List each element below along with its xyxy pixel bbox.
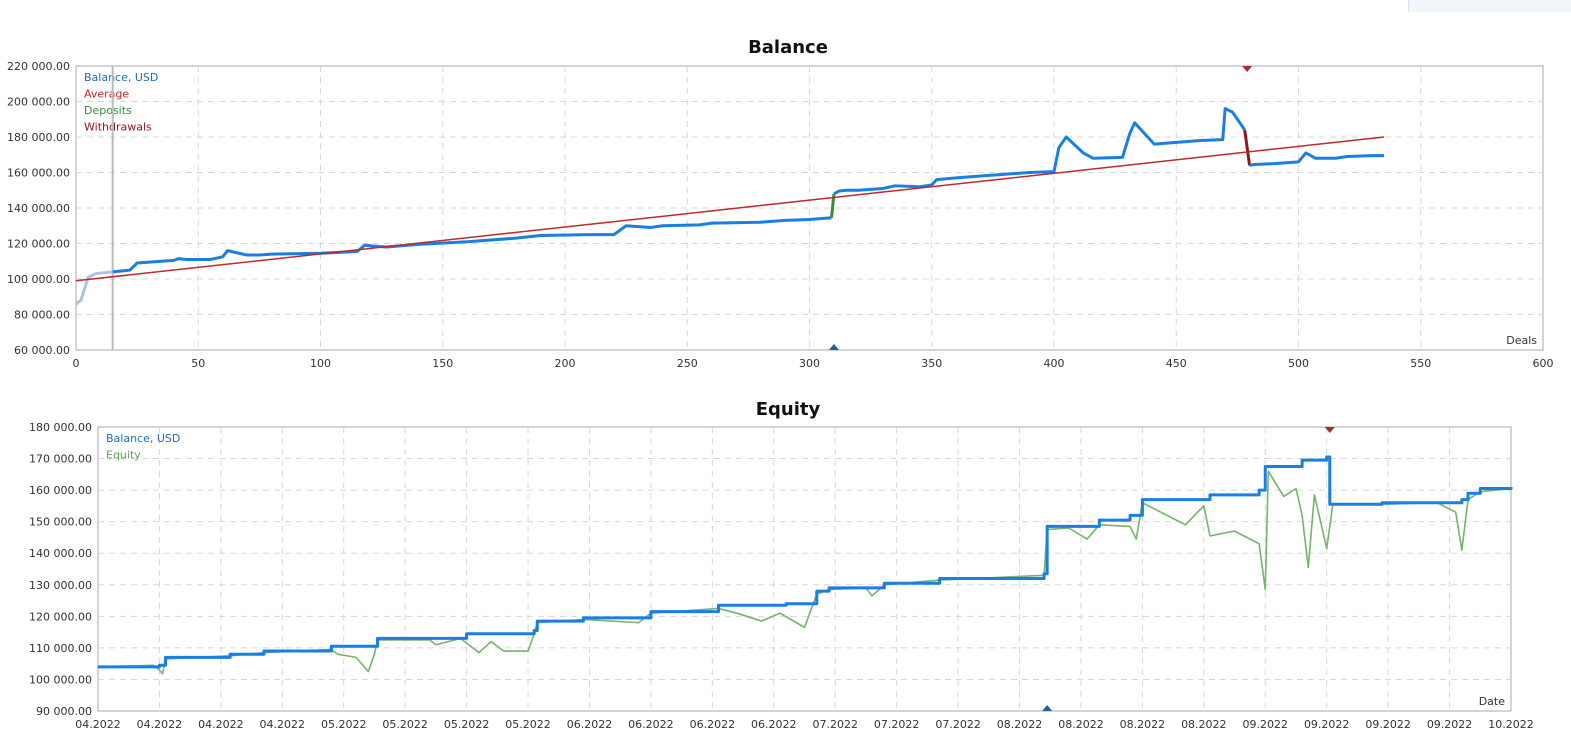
x-tick-label: 50 — [191, 357, 205, 370]
legend-entry: Equity — [106, 449, 141, 462]
x-tick-label: 08.2022 — [1120, 718, 1166, 731]
x-tick-label: 04.2022 — [137, 718, 183, 731]
x-tick-label: 08.2022 — [997, 718, 1043, 731]
x-tick-label: 0 — [73, 357, 80, 370]
x-tick-label: 06.2022 — [690, 718, 736, 731]
y-tick-label: 90 000.00 — [36, 705, 92, 718]
y-tick-label: 150 000.00 — [29, 516, 92, 529]
x-tick-label: 300 — [799, 357, 820, 370]
x-tick-label: 600 — [1533, 357, 1554, 370]
y-tick-label: 180 000.00 — [7, 131, 70, 144]
x-tick-label: 500 — [1288, 357, 1309, 370]
deposit-marker-icon — [828, 344, 839, 350]
x-tick-label: 250 — [677, 357, 698, 370]
x-tick-label: 06.2022 — [628, 718, 674, 731]
legend-entry: Balance, USD — [84, 71, 158, 84]
y-tick-label: 120 000.00 — [7, 238, 70, 251]
plot-area — [97, 426, 1512, 712]
y-tick-label: 140 000.00 — [7, 202, 70, 215]
legend-entry: Withdrawals — [84, 121, 152, 134]
y-tick-label: 180 000.00 — [29, 421, 92, 434]
x-tick-label: 05.2022 — [321, 718, 367, 731]
x-tick-label: 400 — [1044, 357, 1065, 370]
x-tick-label: 200 — [555, 357, 576, 370]
x-tick-label: 550 — [1410, 357, 1431, 370]
x-tick-label: 07.2022 — [874, 718, 920, 731]
series-averageline — [75, 136, 1385, 282]
y-tick-label: 160 000.00 — [29, 484, 92, 497]
withdrawal-marker-icon — [1242, 66, 1253, 72]
x-tick-label: 05.2022 — [444, 718, 490, 731]
legend-entry: Average — [84, 88, 129, 101]
x-tick-label: 10.2022 — [1488, 718, 1534, 731]
x-tick-label: 05.2022 — [505, 718, 551, 731]
y-tick-label: 120 000.00 — [29, 610, 92, 623]
series-equityline — [97, 470, 1512, 675]
y-tick-label: 160 000.00 — [7, 167, 70, 180]
y-tick-label: 100 000.00 — [29, 673, 92, 686]
x-axis-label: Date — [1479, 695, 1506, 708]
y-tick-label: 130 000.00 — [29, 579, 92, 592]
x-tick-label: 07.2022 — [935, 718, 981, 731]
x-tick-label: 08.2022 — [1058, 718, 1104, 731]
x-tick-label: 04.2022 — [198, 718, 244, 731]
x-tick-label: 100 — [310, 357, 331, 370]
y-tick-label: 60 000.00 — [14, 344, 70, 357]
y-tick-label: 170 000.00 — [29, 453, 92, 466]
x-tick-label: 04.2022 — [260, 718, 306, 731]
x-tick-label: 350 — [921, 357, 942, 370]
table-cell-stub — [1408, 0, 1571, 12]
x-tick-label: 09.2022 — [1243, 718, 1289, 731]
x-tick-label: 06.2022 — [567, 718, 613, 731]
x-tick-label: 07.2022 — [812, 718, 858, 731]
x-tick-label: 450 — [1166, 357, 1187, 370]
withdrawal-marker-icon — [1324, 427, 1335, 433]
legend-entry: Balance, USD — [106, 432, 180, 445]
balance-chart-title: Balance — [748, 37, 828, 58]
y-tick-label: 220 000.00 — [7, 60, 70, 73]
y-tick-label: 200 000.00 — [7, 96, 70, 109]
x-tick-label: 06.2022 — [751, 718, 797, 731]
series-balance-usdline — [112, 216, 832, 274]
y-tick-label: 140 000.00 — [29, 547, 92, 560]
x-axis-label: Deals — [1506, 334, 1537, 347]
series-balance-usdline — [1249, 151, 1385, 167]
y-tick-label: 80 000.00 — [14, 309, 70, 322]
x-tick-label: 05.2022 — [382, 718, 428, 731]
equity-chart-title: Equity — [755, 399, 821, 420]
deposit-marker-icon — [1042, 705, 1053, 711]
balance-prehistory-line — [75, 270, 113, 306]
series-balance-usdline — [98, 455, 1513, 669]
series-withdrawalsline — [1243, 129, 1252, 166]
x-tick-label: 09.2022 — [1365, 718, 1411, 731]
x-tick-label: 09.2022 — [1304, 718, 1350, 731]
x-tick-label: 04.2022 — [75, 718, 121, 731]
series-balance-usdline — [833, 107, 1246, 196]
x-tick-label: 150 — [432, 357, 453, 370]
x-tick-label: 08.2022 — [1181, 718, 1227, 731]
x-tick-label: 09.2022 — [1427, 718, 1473, 731]
y-tick-label: 110 000.00 — [29, 642, 92, 655]
legend-entry: Deposits — [84, 104, 132, 117]
y-tick-label: 100 000.00 — [7, 273, 70, 286]
